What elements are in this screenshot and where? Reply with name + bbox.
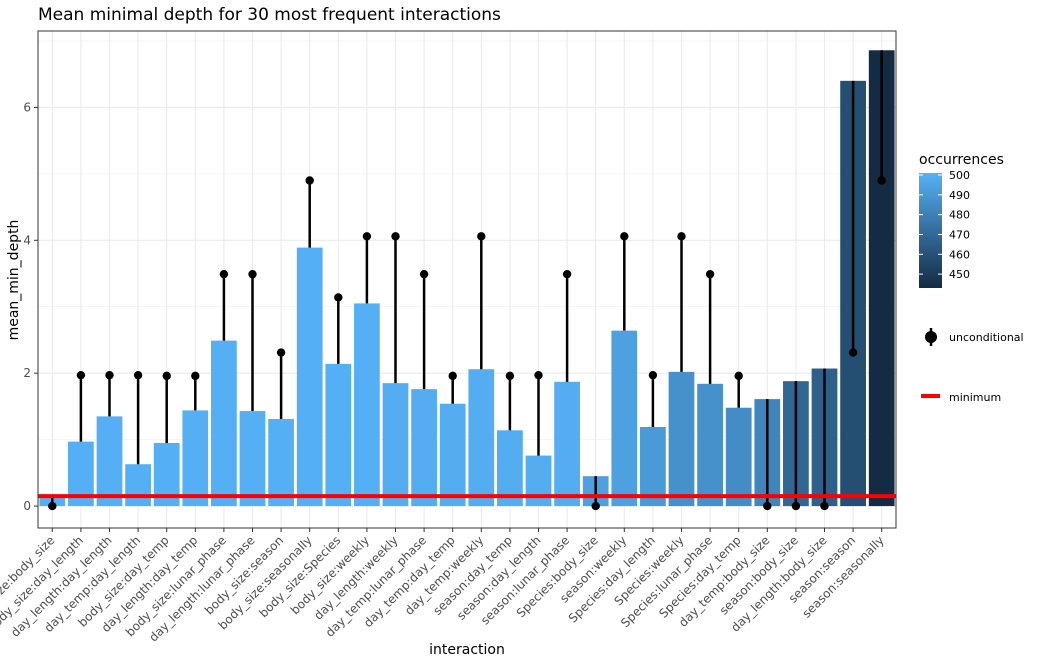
unconditional-points (48, 176, 886, 511)
unconditional-point (191, 371, 200, 381)
legend-colorbar (919, 173, 942, 288)
unconditional-point (734, 371, 743, 381)
legend-gradient-title: occurrences (919, 152, 1004, 168)
unconditional-point (76, 370, 86, 380)
legend-point-label: unconditional (949, 331, 1024, 344)
bar (382, 383, 409, 507)
bar (354, 303, 380, 507)
plot-border (37, 30, 897, 529)
plot-background (38, 31, 896, 528)
unconditional-point (620, 232, 629, 241)
unconditional-point (648, 370, 658, 380)
unconditional-point (391, 232, 400, 241)
x-tick-labels: body_size:body_sizebody_size:day_lengthd… (0, 533, 887, 644)
y-tick-label: 2 (23, 366, 31, 380)
bar (640, 427, 666, 507)
legend-tick-label: 460 (949, 248, 970, 261)
unconditional-point (505, 371, 515, 381)
legend-tick-label: 490 (949, 189, 970, 202)
bar (468, 369, 495, 507)
bar (497, 430, 523, 507)
legend-tick-label: 470 (949, 228, 970, 241)
unconditional-point (562, 269, 572, 279)
bar (725, 407, 752, 507)
unconditional-point (791, 501, 801, 511)
legend-colorbar-ticks: 500 490 480 470 460 450 (919, 169, 970, 281)
legend-tick-label: 480 (949, 209, 970, 222)
unconditional-point (305, 176, 314, 185)
unconditional-point (763, 501, 772, 511)
unconditional-point (477, 232, 486, 241)
bar (211, 340, 237, 507)
unconditional-point (448, 371, 457, 381)
x-axis-ticks: body_size:body_sizebody_size:day_lengthd… (0, 528, 887, 645)
legend-tick-label: 450 (949, 268, 970, 281)
chart-title: Mean minimal depth for 30 most frequent … (38, 5, 501, 25)
unconditional-point (419, 269, 429, 279)
unconditional-point (162, 371, 171, 381)
unconditional-point (848, 348, 858, 357)
bar (439, 403, 466, 507)
legend-line-key: minimum (921, 391, 1001, 404)
bar (697, 383, 723, 507)
unconditional-point (133, 370, 143, 380)
unconditional-point (362, 232, 372, 241)
bar (96, 416, 123, 507)
bar (239, 411, 266, 507)
unconditional-point (677, 232, 686, 241)
error-segments (51, 50, 883, 507)
y-tick-label: 6 (23, 100, 31, 114)
unconditional-point (105, 370, 114, 380)
unconditional-point (334, 293, 343, 302)
unconditional-point (248, 269, 257, 279)
unconditional-point (276, 348, 286, 357)
legend-tick-label: 500 (949, 169, 970, 182)
bar (296, 247, 323, 507)
y-axis-ticks: 0 2 4 6 (23, 100, 38, 513)
unconditional-point (219, 269, 229, 279)
legend-point-marker (925, 331, 937, 343)
legend-point-key: unconditional (925, 328, 1024, 346)
plot-area (37, 30, 897, 529)
bar (411, 389, 437, 507)
bar (554, 381, 580, 507)
y-tick-label: 0 (23, 499, 31, 513)
unconditional-point (534, 370, 543, 380)
bar (268, 419, 294, 507)
bar (668, 371, 695, 507)
y-axis-title: mean_min_depth (6, 220, 22, 341)
unconditional-point (705, 269, 715, 279)
unconditional-point (591, 501, 600, 511)
bar (325, 363, 352, 507)
legend: occurrences 500 490 480 470 460 450 unconditi… (919, 152, 1024, 404)
bar (525, 455, 552, 507)
y-tick-label: 4 (23, 233, 31, 247)
bar (182, 410, 209, 507)
unconditional-point (820, 501, 829, 511)
x-axis-title: interaction (429, 642, 505, 658)
unconditional-point (48, 501, 57, 511)
unconditional-point (877, 176, 886, 185)
bar (611, 330, 638, 507)
legend-line-label: minimum (949, 391, 1001, 404)
bar (125, 464, 151, 507)
